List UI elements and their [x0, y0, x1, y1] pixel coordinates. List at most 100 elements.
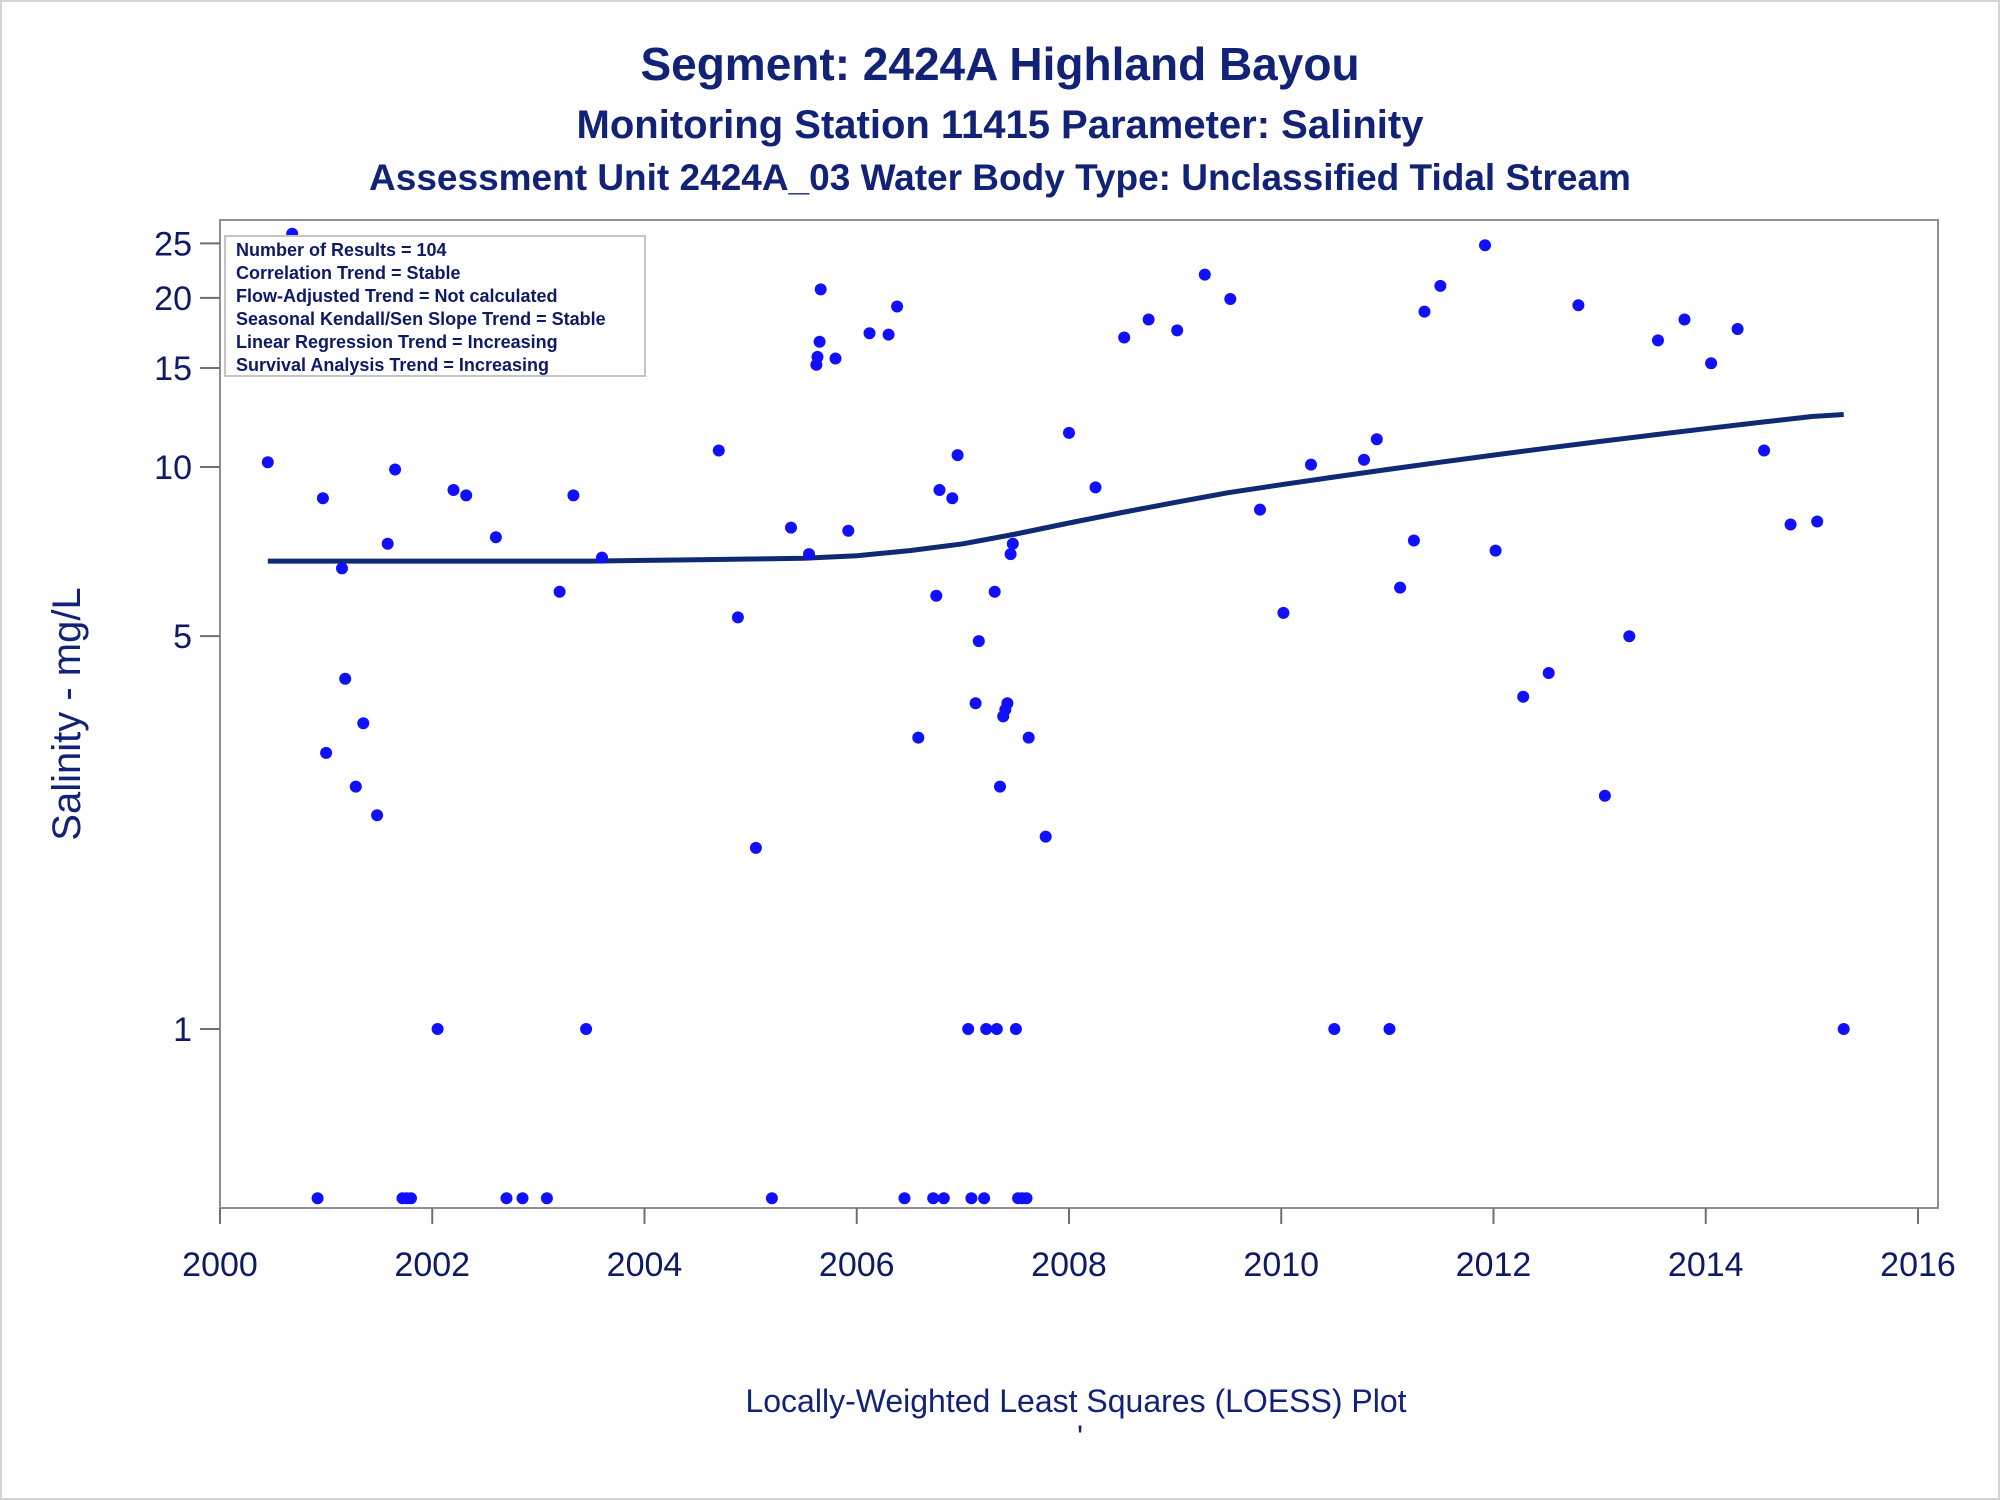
data-point — [803, 548, 815, 561]
legend-line: Flow-Adjusted Trend = Not calculated — [236, 286, 558, 306]
data-point — [1254, 503, 1266, 516]
data-point — [863, 327, 876, 340]
data-point — [1598, 789, 1611, 802]
legend-line: Survival Analysis Trend = Increasing — [236, 355, 549, 375]
data-point — [829, 352, 842, 365]
data-point — [1039, 830, 1052, 843]
data-point — [1004, 548, 1017, 561]
legend-line: Linear Regression Trend = Increasing — [236, 332, 558, 352]
chart-subtitle: Monitoring Station 11415 Parameter: Sali… — [577, 103, 1425, 147]
data-point — [1089, 481, 1102, 494]
data-point — [951, 449, 964, 462]
x-tick-label: 2006 — [819, 1246, 895, 1284]
data-point — [891, 300, 904, 313]
data-point — [933, 484, 946, 496]
legend-line: Correlation Trend = Stable — [236, 263, 461, 283]
data-point — [882, 328, 895, 341]
x-tick-label: 2004 — [607, 1246, 683, 1284]
data-point — [712, 444, 725, 457]
data-point — [580, 1023, 593, 1035]
x-tick-label: 2012 — [1456, 1246, 1532, 1284]
chart-footnote: Locally-Weighted Least Squares (LOESS) P… — [745, 1383, 1406, 1419]
data-point — [349, 780, 362, 793]
data-point — [336, 562, 348, 575]
data-point — [320, 746, 333, 759]
data-point — [1652, 334, 1664, 347]
data-point — [1418, 305, 1431, 318]
data-point — [1542, 667, 1555, 679]
data-point — [765, 1192, 778, 1205]
data-point — [389, 463, 402, 476]
data-point — [553, 585, 566, 598]
data-point — [1705, 357, 1718, 370]
data-point — [1277, 606, 1290, 619]
data-point — [339, 672, 352, 685]
data-point — [937, 1192, 950, 1205]
data-point — [980, 1023, 993, 1035]
data-point — [431, 1023, 444, 1035]
x-tick-label: 2014 — [1668, 1246, 1744, 1284]
y-tick-label: 5 — [173, 618, 192, 656]
data-point — [978, 1192, 991, 1205]
data-point — [489, 531, 502, 544]
data-point — [946, 492, 959, 505]
data-point — [1678, 313, 1691, 326]
data-point — [381, 537, 394, 550]
plot-area — [219, 219, 1939, 1209]
y-tick-label: 10 — [154, 449, 192, 487]
data-point — [1383, 1023, 1396, 1035]
legend-box: Number of Results = 104 Correlation Trend… — [224, 235, 646, 377]
data-point — [930, 589, 943, 602]
footnote-mark: ' — [1077, 1419, 1083, 1455]
x-tick-label: 2000 — [182, 1246, 258, 1284]
data-point — [1006, 537, 1019, 550]
data-point — [988, 585, 1001, 598]
data-point — [1517, 690, 1530, 703]
points-layer — [261, 227, 1850, 1205]
data-point — [1171, 324, 1184, 337]
data-point — [1811, 515, 1824, 528]
data-point — [969, 697, 982, 710]
data-point — [1118, 331, 1131, 344]
x-tick-label: 2002 — [394, 1246, 470, 1284]
data-point — [811, 350, 824, 363]
legend-frame — [224, 235, 646, 377]
data-point — [927, 1192, 940, 1205]
data-point — [1434, 279, 1447, 292]
data-point — [316, 492, 329, 505]
data-point — [1142, 313, 1155, 326]
y-tick-label: 25 — [154, 225, 192, 263]
data-point — [962, 1023, 975, 1035]
data-point — [1224, 293, 1237, 305]
data-point — [1328, 1023, 1341, 1035]
y-tick-label: 15 — [154, 350, 192, 388]
data-point — [749, 841, 762, 854]
data-point — [1358, 453, 1370, 466]
x-tick-label: 2010 — [1243, 1246, 1319, 1284]
data-point — [1063, 426, 1075, 439]
chart-title: Segment: 2424A Highland Bayou — [640, 38, 1359, 90]
data-point — [405, 1192, 417, 1205]
data-point — [460, 489, 473, 502]
data-point — [785, 521, 797, 534]
data-point — [1407, 534, 1420, 547]
x-axis: 2000 2002 2004 2006 2008 2010 2012 2014 2016 — [182, 1208, 1956, 1284]
loess-line — [267, 412, 1844, 564]
data-point — [1305, 458, 1317, 471]
legend-line: Seasonal Kendall/Sen Slope Trend = Stabl… — [236, 309, 606, 329]
data-point — [540, 1192, 553, 1205]
data-point — [1758, 444, 1771, 457]
data-point — [516, 1192, 529, 1205]
y-axis-label: Salinity - mg/L — [45, 587, 89, 840]
data-point — [1198, 268, 1211, 281]
data-point — [371, 809, 384, 822]
legend-lines: Number of Results = 104 Correlation Trend… — [236, 240, 606, 375]
data-point — [1394, 581, 1407, 594]
data-point — [731, 611, 744, 624]
x-tick-label: 2008 — [1031, 1246, 1107, 1284]
data-point — [994, 780, 1006, 793]
data-point — [1572, 299, 1585, 312]
data-point — [965, 1192, 978, 1205]
